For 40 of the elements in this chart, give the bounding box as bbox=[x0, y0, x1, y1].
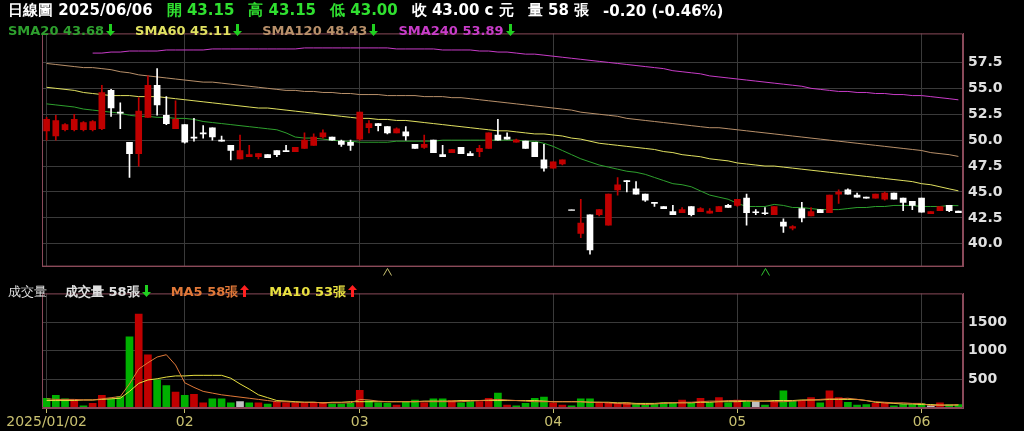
chart-title: 日線圖 2025/06/06 bbox=[8, 1, 153, 20]
y-tick-label: 57.5 bbox=[968, 53, 1003, 70]
y-tick-label: 500 bbox=[968, 369, 998, 386]
text: SMA60 45.11 bbox=[135, 23, 232, 38]
text: -0.20 (-0.46%) bbox=[603, 1, 724, 20]
y-tick-label: 52.5 bbox=[968, 104, 1003, 121]
text: SMA20 43.68 bbox=[8, 23, 105, 38]
text: 開 43.15 bbox=[166, 1, 235, 20]
candlestick bbox=[623, 180, 631, 193]
candlestick bbox=[245, 145, 253, 158]
text: MA10 53張 bbox=[269, 284, 347, 299]
bar bbox=[236, 401, 244, 408]
y-tick-label: 1500 bbox=[968, 312, 1008, 329]
x-tick-label: 05 bbox=[728, 413, 747, 430]
y-tick-label: 45.0 bbox=[968, 182, 1003, 199]
text: 量 58 張 bbox=[527, 1, 590, 20]
y-tick-label: 40.0 bbox=[968, 234, 1003, 251]
x-tick-label: 03 bbox=[350, 413, 369, 430]
x-tick-label: 02 bbox=[175, 413, 194, 430]
bar bbox=[153, 379, 161, 408]
text: 低 43.00 bbox=[330, 1, 398, 20]
text: 高 43.15 bbox=[248, 1, 317, 20]
candlestick bbox=[282, 145, 290, 152]
series-label: SMA240 53.89 bbox=[398, 23, 504, 38]
candlestick bbox=[116, 102, 124, 130]
x-tick-label: 04 bbox=[544, 413, 563, 430]
bar bbox=[180, 395, 189, 408]
text: 收 43.00 c 元 bbox=[411, 1, 514, 20]
x-tick-label: 2025/01/02 bbox=[6, 413, 87, 430]
candlestick bbox=[761, 207, 769, 216]
y-axis-title: 成交量 bbox=[8, 283, 47, 301]
x-tick-label: 06 bbox=[912, 413, 931, 430]
text: SMA120 48.43 bbox=[262, 23, 368, 38]
text: MA5 58張 bbox=[170, 284, 239, 299]
y-tick-label: 55.0 bbox=[968, 78, 1003, 95]
y-tick-label: 47.5 bbox=[968, 156, 1003, 173]
y-tick-label: 50.0 bbox=[968, 130, 1003, 147]
y-tick-label: 1000 bbox=[968, 341, 1008, 358]
y-tick-label: 42.5 bbox=[968, 208, 1003, 225]
series-label: 成交量 58張 bbox=[65, 284, 140, 299]
